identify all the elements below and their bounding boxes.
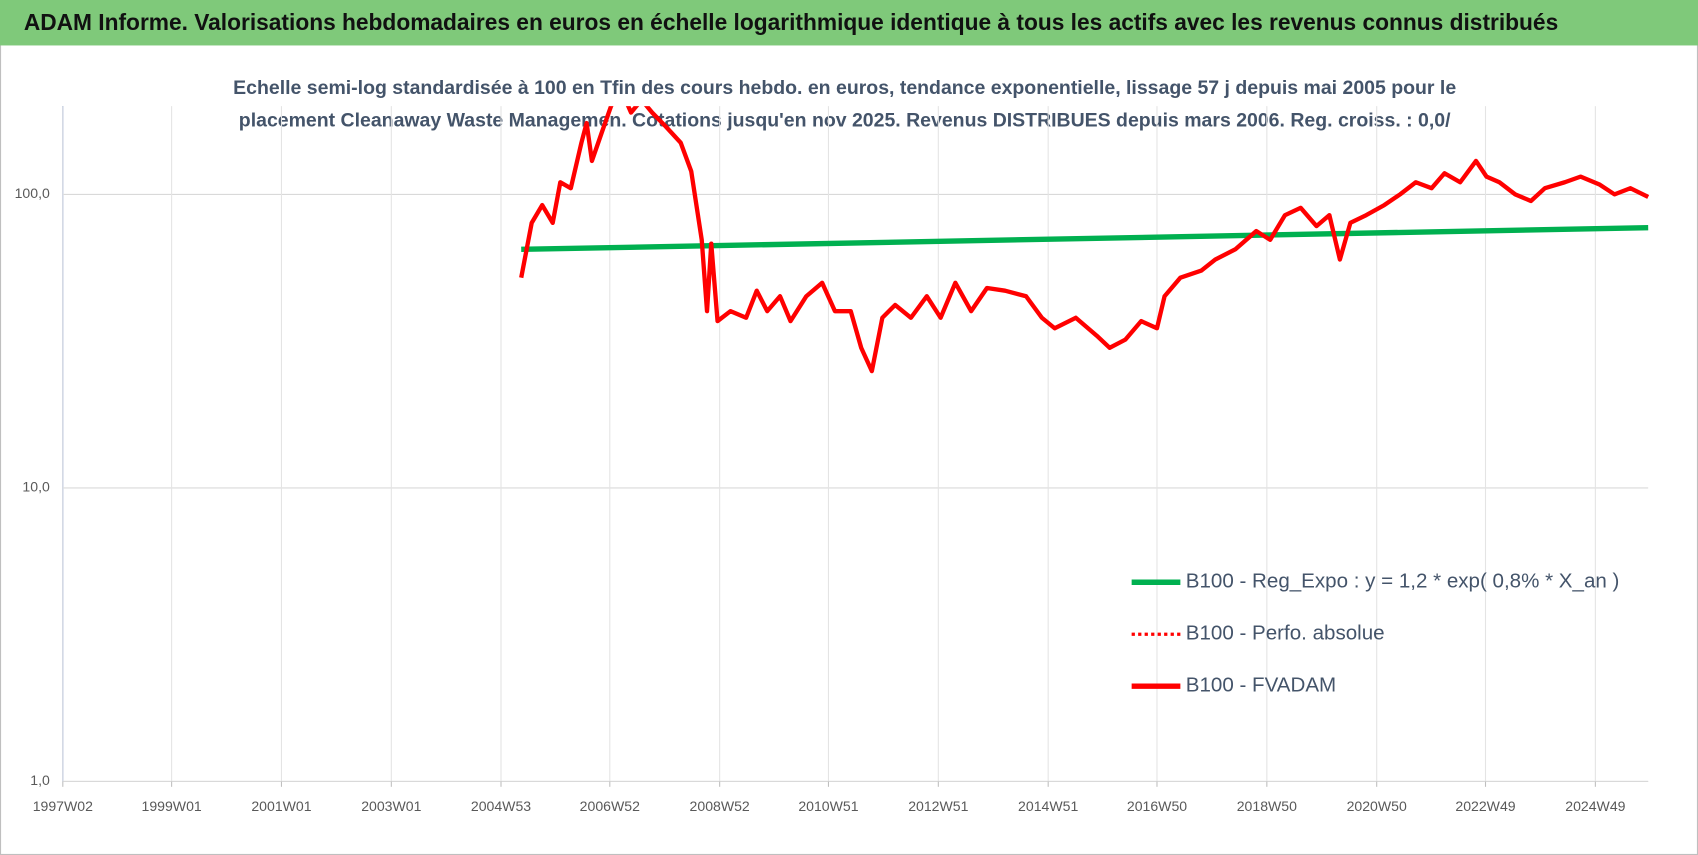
chart-title: placement Cleanaway Waste Managemen. Cot… bbox=[239, 109, 1451, 131]
x-tick-label: 2024W49 bbox=[1565, 798, 1625, 814]
y-tick-label: 1,0 bbox=[30, 772, 50, 788]
page-title: ADAM Informe. Valorisations hebdomadaire… bbox=[24, 9, 1558, 35]
x-tick-label: 2014W51 bbox=[1018, 798, 1078, 814]
x-tick-label: 2003W01 bbox=[361, 798, 421, 814]
series-line bbox=[519, 106, 1650, 374]
x-tick-label: 2006W52 bbox=[580, 798, 640, 814]
plot-area bbox=[519, 106, 1650, 374]
x-tick-label: 2012W51 bbox=[908, 798, 968, 814]
y-tick-label: 10,0 bbox=[22, 479, 50, 495]
x-tick-label: 2001W01 bbox=[251, 798, 311, 814]
legend-label: B100 - Perfo. absolue bbox=[1186, 622, 1385, 645]
x-tick-label: 2004W53 bbox=[471, 798, 531, 814]
x-tick-label: 2010W51 bbox=[798, 798, 858, 814]
chart-title: Echelle semi-log standardisée à 100 en T… bbox=[233, 77, 1456, 99]
y-tick-label: 100,0 bbox=[15, 185, 50, 201]
legend-label: B100 - FVADAM bbox=[1186, 674, 1336, 697]
legend-label: B100 - Reg_Expo : y = 1,2 * exp( 0,8% * … bbox=[1186, 570, 1620, 593]
x-tick-label: 2008W52 bbox=[690, 798, 750, 814]
x-tick-label: 2018W50 bbox=[1237, 798, 1297, 814]
x-tick-label: 1999W01 bbox=[142, 798, 202, 814]
x-tick-label: 2022W49 bbox=[1455, 798, 1515, 814]
x-tick-label: 2020W50 bbox=[1347, 798, 1407, 814]
x-tick-label: 2016W50 bbox=[1127, 798, 1187, 814]
header-bar bbox=[0, 0, 1698, 46]
x-tick-label: 1997W02 bbox=[33, 798, 93, 814]
